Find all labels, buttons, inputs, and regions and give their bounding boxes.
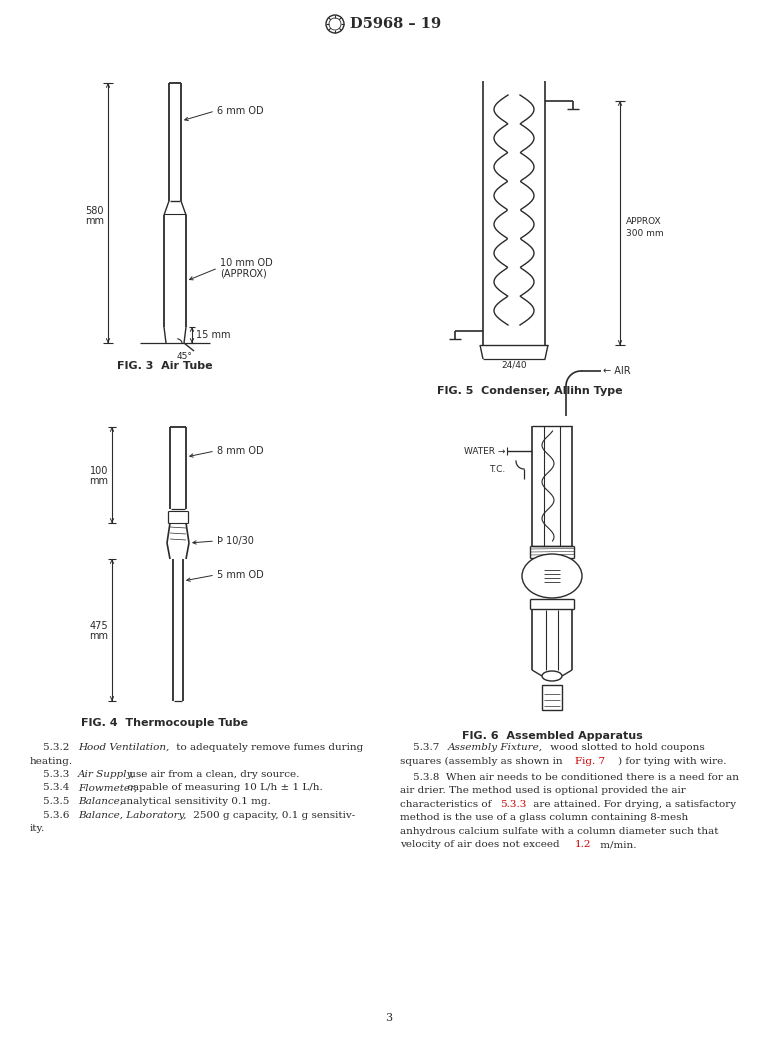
Text: mm: mm bbox=[89, 631, 108, 641]
Text: method is the use of a glass column containing 8-mesh: method is the use of a glass column cont… bbox=[400, 813, 689, 822]
Text: 5.3.6: 5.3.6 bbox=[30, 811, 72, 819]
Text: 5.3.7: 5.3.7 bbox=[400, 743, 443, 752]
Text: 475: 475 bbox=[89, 621, 108, 631]
Text: 100: 100 bbox=[89, 466, 108, 476]
Text: ← AIR: ← AIR bbox=[603, 366, 631, 376]
Text: m/min.: m/min. bbox=[597, 840, 636, 849]
Text: FIG. 4  Thermocouple Tube: FIG. 4 Thermocouple Tube bbox=[82, 718, 248, 728]
Text: 5.3.8  When air needs to be conditioned there is a need for an: 5.3.8 When air needs to be conditioned t… bbox=[400, 772, 739, 782]
Text: velocity of air does not exceed: velocity of air does not exceed bbox=[400, 840, 562, 849]
Text: Air Supply,: Air Supply, bbox=[78, 770, 135, 779]
Text: Fig. 7: Fig. 7 bbox=[575, 757, 605, 765]
Text: FIG. 5  Condenser, Allihn Type: FIG. 5 Condenser, Allihn Type bbox=[437, 386, 623, 396]
Text: to adequately remove fumes during: to adequately remove fumes during bbox=[173, 743, 363, 752]
Text: 5 mm OD: 5 mm OD bbox=[217, 570, 264, 580]
Text: wood slotted to hold coupons: wood slotted to hold coupons bbox=[547, 743, 705, 752]
Text: 15 mm: 15 mm bbox=[196, 330, 230, 340]
Text: T.C.: T.C. bbox=[489, 464, 505, 474]
Text: 5.3.3: 5.3.3 bbox=[30, 770, 72, 779]
Text: 24/40: 24/40 bbox=[501, 361, 527, 370]
Text: 5.3.5: 5.3.5 bbox=[30, 797, 72, 806]
Text: FIG. 3  Air Tube: FIG. 3 Air Tube bbox=[117, 361, 213, 371]
Text: Þ 10/30: Þ 10/30 bbox=[217, 536, 254, 545]
Text: capable of measuring 10 L/h ± 1 L/h.: capable of measuring 10 L/h ± 1 L/h. bbox=[124, 784, 323, 792]
Text: air drier. The method used is optional provided the air: air drier. The method used is optional p… bbox=[400, 786, 685, 795]
Bar bbox=[542, 685, 562, 710]
Text: Balance, Laboratory,: Balance, Laboratory, bbox=[78, 811, 187, 819]
Text: 1.2: 1.2 bbox=[575, 840, 591, 849]
Text: Hood Ventilation,: Hood Ventilation, bbox=[78, 743, 170, 752]
Text: (APPROX): (APPROX) bbox=[220, 269, 267, 279]
Text: 2500 g capacity, 0.1 g sensitiv-: 2500 g capacity, 0.1 g sensitiv- bbox=[190, 811, 356, 819]
Ellipse shape bbox=[522, 554, 582, 598]
Ellipse shape bbox=[542, 671, 562, 681]
Text: WATER →: WATER → bbox=[464, 447, 505, 456]
Text: 5.3.3: 5.3.3 bbox=[500, 799, 527, 809]
Text: mm: mm bbox=[85, 215, 104, 226]
Text: 3: 3 bbox=[385, 1013, 393, 1023]
Text: 8 mm OD: 8 mm OD bbox=[217, 446, 264, 456]
Text: 580: 580 bbox=[86, 206, 104, 215]
Text: ) for tying with wire.: ) for tying with wire. bbox=[618, 757, 727, 765]
Text: mm: mm bbox=[89, 476, 108, 486]
Text: use air from a clean, dry source.: use air from a clean, dry source. bbox=[126, 770, 300, 779]
Text: 6 mm OD: 6 mm OD bbox=[217, 106, 264, 116]
Text: Balance,: Balance, bbox=[78, 797, 123, 806]
Text: 45°: 45° bbox=[177, 352, 193, 361]
Text: analytical sensitivity 0.1 mg.: analytical sensitivity 0.1 mg. bbox=[117, 797, 271, 806]
Text: heating.: heating. bbox=[30, 757, 73, 765]
Text: 10 mm OD: 10 mm OD bbox=[220, 258, 273, 268]
Text: D5968 – 19: D5968 – 19 bbox=[350, 17, 441, 31]
Text: are attained. For drying, a satisfactory: are attained. For drying, a satisfactory bbox=[530, 799, 736, 809]
Text: characteristics of: characteristics of bbox=[400, 799, 495, 809]
Text: anhydrous calcium sulfate with a column diameter such that: anhydrous calcium sulfate with a column … bbox=[400, 827, 719, 836]
Text: 300 mm: 300 mm bbox=[626, 229, 664, 237]
Text: 5.3.4: 5.3.4 bbox=[30, 784, 72, 792]
Text: 5.3.2: 5.3.2 bbox=[30, 743, 72, 752]
Text: ity.: ity. bbox=[30, 824, 45, 833]
Text: APPROX: APPROX bbox=[626, 217, 661, 226]
Text: FIG. 6  Assembled Apparatus: FIG. 6 Assembled Apparatus bbox=[461, 731, 643, 741]
Text: Flowmeter,: Flowmeter, bbox=[78, 784, 137, 792]
Text: squares (assembly as shown in: squares (assembly as shown in bbox=[400, 757, 566, 765]
Text: Assembly Fixture,: Assembly Fixture, bbox=[448, 743, 543, 752]
